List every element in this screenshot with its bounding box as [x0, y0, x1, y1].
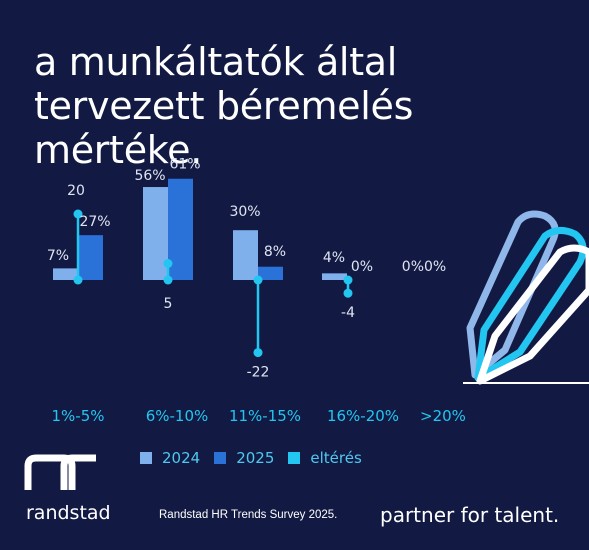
legend-swatch-2025 [214, 452, 227, 464]
bar-2024 [53, 268, 78, 280]
category-label: 11%-15% [229, 407, 301, 425]
data-label-2025: 8% [264, 244, 286, 260]
legend-item-2024: 2024 [140, 449, 200, 467]
difference-marker [343, 275, 353, 285]
legend-swatch-difference [288, 452, 301, 464]
difference-marker [163, 259, 173, 268]
brand-logo-text: randstad [26, 502, 111, 524]
category-label: >20% [420, 407, 466, 425]
bar-2025 [78, 235, 103, 280]
data-label-pair: 0%0% [402, 259, 446, 275]
difference-label: -22 [247, 365, 270, 381]
difference-marker [253, 348, 263, 358]
data-label-2025: 61% [169, 157, 200, 173]
bar-2025 [258, 266, 283, 280]
chart-title: a munkáltatók által tervezett béremelés … [34, 40, 414, 172]
difference-marker [343, 288, 353, 298]
pencil-icon [463, 210, 589, 385]
source-note: Randstad HR Trends Survey 2025. [159, 509, 338, 521]
brand-tagline: partner for talent. [380, 503, 560, 527]
legend-swatch-2024 [140, 452, 152, 464]
data-label-2024: 56% [134, 168, 165, 184]
difference-marker [253, 275, 263, 285]
data-label-2024: 7% [47, 248, 69, 264]
difference-marker [163, 275, 173, 285]
randstad-logo-mark [24, 454, 96, 490]
legend-item-difference: eltérés [288, 449, 362, 467]
difference-label: 5 [164, 296, 173, 312]
data-label-2025: 27% [79, 214, 110, 230]
legend: 2024 2025 eltérés [140, 449, 362, 467]
bar-2024 [143, 187, 168, 280]
legend-item-2025: 2025 [214, 449, 274, 467]
category-label: 16%-20% [327, 407, 399, 425]
bar-2024 [233, 230, 258, 280]
bar-2024 [322, 274, 347, 280]
category-label: 1%-5% [51, 407, 104, 425]
legend-label-2025: 2025 [236, 449, 275, 467]
data-label-2024: 4% [323, 250, 345, 266]
category-label: 6%-10% [146, 407, 209, 425]
difference-marker [73, 209, 83, 219]
difference-marker [73, 275, 83, 285]
data-label-2025: 0% [351, 259, 373, 275]
difference-label: -4 [341, 305, 355, 321]
legend-label-difference: eltérés [310, 449, 362, 467]
legend-label-2024: 2024 [162, 449, 201, 467]
difference-label: 20 [67, 183, 85, 199]
data-label-2024: 30% [229, 204, 260, 220]
